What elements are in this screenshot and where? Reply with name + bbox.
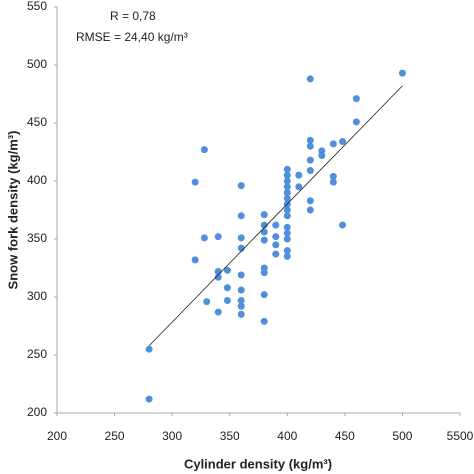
point [352,118,360,126]
point [329,178,337,186]
point [283,223,291,231]
point [272,233,280,241]
point [295,183,303,191]
point [191,178,199,186]
annotation: R = 0,78 [110,9,156,23]
point [283,229,291,237]
point [306,167,314,175]
point [306,156,314,164]
point [237,310,245,318]
point [283,165,291,173]
point [283,206,291,214]
x-tick-label: 200 [47,429,67,443]
x-axis-title: Cylinder density (kg/m³) [184,456,332,471]
y-tick-label: 250 [27,347,47,361]
point [191,256,199,264]
point [318,151,326,159]
point [203,298,211,306]
y-tick-label: 450 [27,115,47,129]
point [339,221,347,229]
y-tick-label: 500 [27,57,47,71]
point [200,146,208,154]
point [283,247,291,255]
y-tick-label: 350 [27,231,47,245]
point [260,236,268,244]
point [200,234,208,242]
y-tick-label: 550 [27,0,47,13]
y-axis-title: Snow fork density (kg/m³) [5,131,20,290]
x-tick-label: 450 [335,429,355,443]
point [339,138,347,146]
point [272,221,280,229]
point [329,172,337,180]
point [237,182,245,190]
x-tick-label: 350 [220,429,240,443]
point [237,271,245,279]
y-tick-label: 400 [27,173,47,187]
point [223,266,231,274]
point [329,140,337,148]
point [260,228,268,236]
x-tick-label: 5500 [447,429,474,443]
point [283,235,291,243]
y-tick-label: 300 [27,289,47,303]
point [145,395,153,403]
point [237,286,245,294]
point [260,269,268,277]
point [237,234,245,242]
point [283,189,291,197]
point [260,211,268,219]
x-tick-label: 500 [392,429,412,443]
point [398,69,406,77]
point [214,273,222,281]
point [237,244,245,252]
annotation: RMSE = 24,40 kg/m³ [76,30,188,44]
point [283,194,291,202]
point [283,171,291,179]
point [237,212,245,220]
point [306,136,314,144]
point [260,317,268,325]
point [295,171,303,179]
point [260,221,268,229]
point [272,250,280,258]
x-tick-label: 400 [277,429,297,443]
x-tick-label: 250 [105,429,125,443]
trendline [148,85,403,346]
point [283,177,291,185]
point [223,284,231,292]
point [306,75,314,83]
point [260,291,268,299]
point [283,212,291,220]
x-tick-label: 300 [162,429,182,443]
point [306,206,314,214]
point [237,296,245,304]
point [283,183,291,191]
y-tick-label: 200 [27,405,47,419]
point [223,296,231,304]
point [306,142,314,150]
point [272,241,280,249]
point [283,252,291,260]
point [237,302,245,310]
point [145,345,153,353]
point [214,308,222,316]
point [214,233,222,241]
point [306,197,314,205]
point [352,95,360,103]
